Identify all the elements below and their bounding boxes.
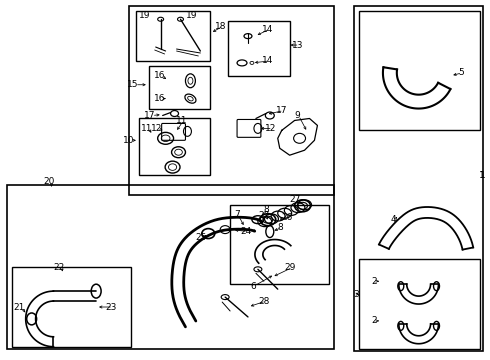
- Text: 11: 11: [175, 116, 187, 125]
- Text: 28: 28: [258, 297, 270, 306]
- Text: 14: 14: [262, 57, 273, 66]
- Bar: [228, 21, 290, 76]
- Text: 7: 7: [234, 210, 240, 219]
- Text: 23: 23: [105, 302, 117, 311]
- Text: 14: 14: [262, 25, 273, 34]
- Text: 8: 8: [278, 223, 284, 232]
- Text: 17: 17: [144, 111, 155, 120]
- Text: 2: 2: [371, 277, 377, 286]
- Text: 21: 21: [14, 302, 25, 311]
- Bar: [230, 205, 329, 284]
- Bar: [359, 260, 480, 349]
- Text: 8: 8: [264, 205, 270, 214]
- Text: 15: 15: [127, 80, 138, 89]
- Text: 16: 16: [154, 94, 165, 103]
- Text: 12: 12: [265, 124, 276, 133]
- Text: 27: 27: [258, 211, 270, 220]
- Bar: [359, 11, 480, 130]
- Text: 20: 20: [44, 177, 55, 186]
- Bar: [12, 267, 131, 347]
- Bar: [136, 11, 210, 61]
- Text: 27: 27: [290, 195, 301, 204]
- Text: 3: 3: [353, 289, 359, 298]
- Text: 19: 19: [185, 11, 197, 20]
- Text: 2: 2: [371, 316, 377, 325]
- Bar: [7, 185, 334, 349]
- Text: 1: 1: [480, 171, 486, 180]
- Bar: [354, 6, 483, 351]
- Text: 16: 16: [154, 71, 165, 80]
- Text: 1: 1: [479, 171, 485, 180]
- Text: 13: 13: [292, 41, 303, 50]
- Text: 22: 22: [53, 263, 65, 272]
- Text: 24: 24: [240, 227, 251, 236]
- Text: 4: 4: [391, 215, 396, 224]
- Text: 17: 17: [276, 106, 287, 115]
- Text: 9: 9: [294, 111, 300, 120]
- Text: 10: 10: [123, 136, 134, 145]
- Text: 6: 6: [250, 282, 256, 291]
- Text: 19: 19: [139, 11, 150, 20]
- Bar: [149, 66, 210, 109]
- Text: 11: 11: [141, 124, 152, 133]
- Text: 18: 18: [215, 22, 227, 31]
- Text: 25: 25: [196, 233, 207, 242]
- Text: 26: 26: [282, 213, 293, 222]
- Text: 5: 5: [458, 68, 464, 77]
- Text: 29: 29: [285, 263, 296, 272]
- Text: 12: 12: [151, 124, 162, 133]
- Bar: [129, 6, 334, 195]
- Bar: [139, 118, 210, 175]
